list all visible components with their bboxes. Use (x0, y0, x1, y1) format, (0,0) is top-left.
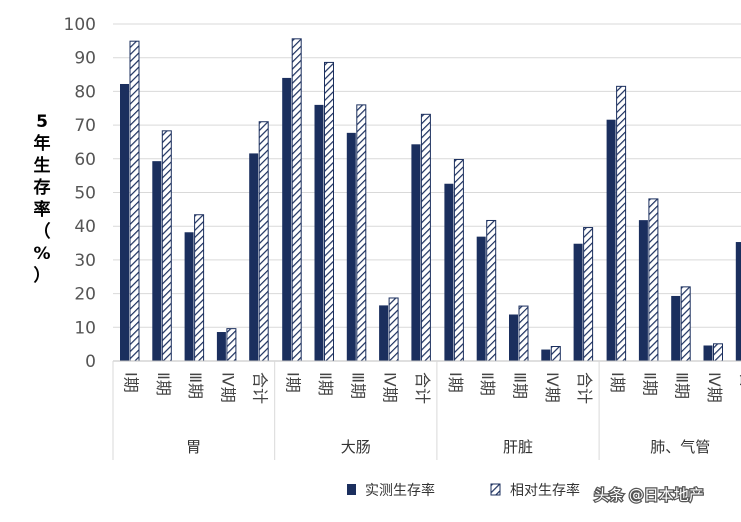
group-label: 肺、气管 (650, 438, 710, 456)
group-label: 胃 (186, 438, 201, 456)
bar-relative (420, 113, 431, 362)
y-tick-label: 50 (74, 184, 96, 204)
y-tick-label: 30 (74, 251, 96, 271)
x-tick-label: Ⅰ期 (608, 372, 627, 393)
legend-swatch-relative (490, 483, 501, 496)
bar-measured (476, 236, 486, 361)
x-tick-label: Ⅱ期 (478, 372, 497, 396)
bar-relative (226, 328, 237, 362)
y-tick-label: 70 (74, 116, 96, 136)
x-tick-label: Ⅲ期 (673, 372, 692, 399)
bar-measured (638, 220, 648, 361)
bar-measured (444, 183, 454, 361)
x-tick-label: 合计 (413, 372, 432, 404)
bar-relative (258, 121, 269, 362)
group-label: 大肠 (341, 438, 371, 456)
y-tick-label: 40 (74, 217, 96, 237)
legend-label-relative: 相对生存率 (510, 482, 580, 499)
group-label: 肝脏 (503, 438, 533, 456)
bar-relative (291, 38, 302, 362)
y-label-char: 生 (34, 155, 51, 176)
x-tick-label: Ⅰ期 (122, 372, 141, 393)
x-tick-label: Ⅲ期 (348, 372, 367, 399)
bar-relative (388, 297, 399, 362)
y-tick-label: 0 (85, 352, 96, 372)
bar-relative (356, 104, 367, 362)
bar-relative (713, 343, 723, 362)
y-tick-label: 20 (74, 285, 96, 305)
bar-relative (616, 85, 627, 362)
x-tick-label: Ⅱ期 (154, 372, 173, 396)
legend-label-measured: 实测生存率 (365, 482, 435, 499)
x-tick-label: Ⅱ期 (640, 372, 659, 396)
y-label-char: 率 (34, 199, 51, 220)
x-tick-label: Ⅳ期 (705, 372, 724, 403)
bar-relative (194, 214, 205, 362)
bar-measured (120, 83, 129, 362)
bar-relative (648, 198, 659, 362)
bar-measured (573, 243, 583, 361)
x-tick-label: 合 (737, 372, 741, 388)
y-tick-label: 60 (74, 150, 96, 170)
x-tick-label: Ⅳ期 (543, 372, 562, 403)
bar-measured (606, 119, 616, 361)
y-label-char: 存 (34, 177, 51, 198)
x-tick-label: Ⅳ期 (218, 372, 237, 403)
y-label-char: ） (34, 265, 51, 286)
y-label-char: % (33, 244, 50, 264)
bar-measured (346, 132, 356, 361)
x-tick-label: 合计 (251, 372, 270, 404)
x-tick-label: Ⅲ期 (186, 372, 205, 399)
x-tick-label: 合计 (575, 372, 594, 404)
bar-relative (453, 158, 464, 362)
watermark-text: 头条 @日本地产 (594, 486, 704, 504)
bar-measured (735, 242, 741, 361)
bar-relative (161, 130, 172, 362)
bar-relative (324, 61, 334, 362)
y-label-char: 年 (34, 133, 51, 154)
x-tick-label: Ⅰ期 (284, 372, 303, 393)
y-label-char: （ (34, 221, 51, 242)
y-tick-label: 100 (64, 15, 96, 35)
x-tick-label: Ⅰ期 (446, 372, 465, 393)
bar-relative (680, 286, 691, 362)
bar-relative (583, 227, 594, 362)
bar-relative (486, 219, 497, 362)
y-axis-ticks: 0 10 20 30 40 50 60 70 80 90 100 (64, 15, 96, 372)
bar-measured (671, 295, 681, 361)
bar-relative (518, 305, 529, 362)
x-tick-label: Ⅳ期 (381, 372, 400, 403)
y-tick-label: 80 (74, 82, 96, 102)
bar-measured (314, 104, 324, 361)
bar-measured (216, 332, 226, 361)
bar-measured (152, 161, 162, 361)
bar-measured (282, 77, 292, 362)
x-tick-label: Ⅱ期 (316, 372, 335, 396)
bar-measured (379, 305, 389, 361)
bar-measured (411, 144, 421, 361)
bar-measured (541, 349, 551, 361)
y-tick-label: 10 (74, 318, 96, 338)
legend-swatch-measured (347, 484, 356, 495)
x-tick-label: Ⅲ期 (511, 372, 530, 399)
y-tick-label: 90 (74, 49, 96, 69)
legend: 实测生存率 相对生存率 (347, 482, 580, 499)
bar-relative (129, 40, 140, 362)
y-label-char: 5 (36, 112, 48, 132)
bar-measured (703, 345, 713, 361)
bar-measured (184, 232, 194, 361)
bar-relative (550, 346, 561, 362)
bar-measured (249, 153, 259, 361)
bar-measured (509, 314, 518, 361)
bars (120, 38, 741, 362)
watermark: 头条 @日本地产 (593, 485, 705, 506)
